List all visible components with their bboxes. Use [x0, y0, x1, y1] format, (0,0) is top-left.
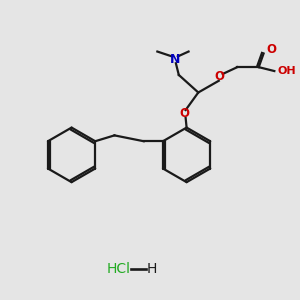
- Text: O: O: [215, 70, 225, 83]
- Text: N: N: [170, 53, 180, 66]
- Text: HCl: HCl: [106, 262, 130, 276]
- Text: H: H: [146, 262, 157, 276]
- Text: O: O: [180, 107, 190, 120]
- Text: O: O: [266, 43, 277, 56]
- Text: OH: OH: [277, 66, 296, 76]
